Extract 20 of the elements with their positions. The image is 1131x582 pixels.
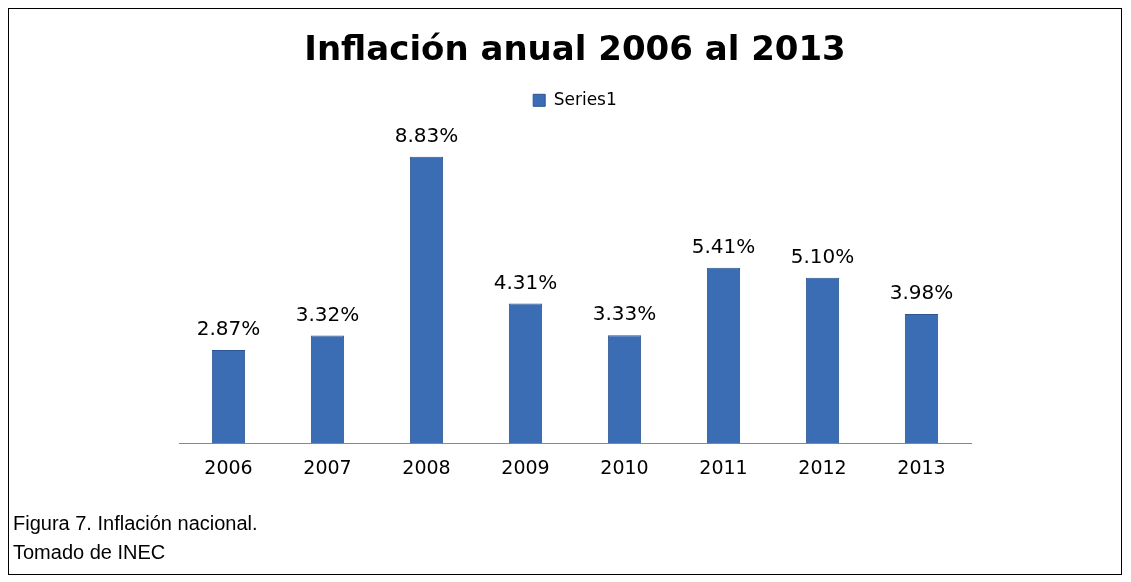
x-tick-label: 2011 <box>699 455 748 478</box>
x-tick-label: 2012 <box>798 455 847 478</box>
x-tick-label: 2007 <box>303 455 352 478</box>
data-label: 8.83% <box>394 122 459 147</box>
data-label: 5.10% <box>790 243 855 268</box>
legend-label: Series1 <box>553 88 617 109</box>
data-label: 5.41% <box>691 233 756 258</box>
text: Figura 7. Inflación nacional. <box>13 511 258 536</box>
data-label: 3.32% <box>295 301 360 326</box>
x-tick-label: 2013 <box>897 455 946 478</box>
x-tick-label: 2009 <box>501 455 550 478</box>
text: Tomado de INEC <box>13 540 167 565</box>
chart-title: Inflación anual 2006 al 2013 <box>304 28 846 69</box>
x-tick-label: 2010 <box>600 455 649 478</box>
data-label: 2.87% <box>196 316 261 341</box>
data-label: 3.33% <box>592 301 657 326</box>
x-tick-label: 2006 <box>204 455 253 478</box>
x-tick-label: 2008 <box>402 455 451 478</box>
data-label: 4.31% <box>493 269 558 294</box>
data-label: 3.98% <box>889 280 954 305</box>
